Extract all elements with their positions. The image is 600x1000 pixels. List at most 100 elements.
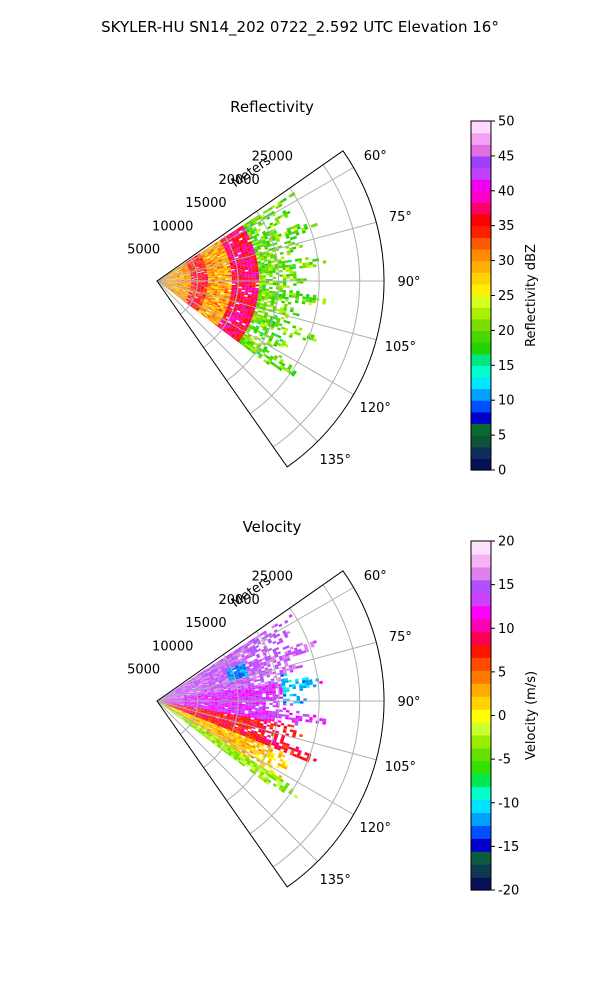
data-cell [230,296,234,299]
data-cell [203,271,208,273]
data-cell [187,274,191,276]
data-cell [194,282,198,284]
data-cell [212,263,216,265]
data-cell [249,221,254,225]
data-cell [220,294,224,297]
data-cell [270,301,275,304]
data-cell [226,252,231,256]
data-cell [233,251,238,255]
data-cell [259,277,263,280]
data-cell [289,292,293,296]
data-cell [166,274,170,277]
data-cell [209,255,213,258]
data-cell [190,296,194,299]
data-cell [228,695,232,698]
data-cell [248,274,253,277]
colorbar-segment [471,446,491,459]
data-cell [197,285,201,287]
data-cell [187,263,191,266]
data-cell [213,266,217,268]
data-cell [243,248,248,252]
data-cell [267,212,272,217]
data-cell [258,223,263,227]
data-cell [220,312,225,315]
data-cell [231,271,235,274]
data-cell [244,233,248,237]
data-cell [238,698,243,700]
data-cell [273,232,278,236]
data-cell [231,288,235,291]
data-cell [289,332,294,336]
data-cell [248,272,253,275]
data-cell [218,278,222,280]
data-cell [177,279,181,280]
data-cell [200,287,205,289]
data-cell [222,307,227,311]
data-cell [163,277,167,279]
colorbar-segment [471,353,491,366]
data-cell [214,288,218,290]
data-cell [282,310,287,314]
data-cell [299,265,303,269]
data-cell [224,303,229,306]
data-cell [191,294,196,297]
data-cell [266,255,271,258]
data-cell [236,325,241,329]
data-cell [253,228,258,232]
data-cell [195,265,199,267]
data-cell [195,267,200,270]
data-cell [202,266,207,268]
data-cell [308,302,313,306]
data-cell [247,297,251,300]
data-cell [265,695,270,698]
data-cell [214,276,219,278]
colorbar-segment [471,202,491,215]
data-cell [230,322,235,326]
data-cell [172,288,176,290]
data-cell [218,249,222,253]
data-cell [228,277,232,279]
data-cell [166,276,170,278]
data-cell [177,282,181,283]
data-cell [248,289,252,291]
data-cell [279,709,283,712]
data-cell [176,272,180,275]
data-cell [266,233,271,237]
data-cell [210,287,215,290]
data-cell [237,250,241,254]
data-cell [187,278,191,280]
data-cell [238,276,243,279]
data-cell [193,273,198,275]
data-cell [238,334,243,339]
data-cell [203,258,207,261]
data-cell [252,287,256,290]
data-cell [224,247,229,251]
data-cell [257,221,262,225]
data-cell [248,290,252,293]
data-cell [168,288,172,291]
data-cell [213,304,217,307]
data-cell [230,266,235,268]
colorbar-tick-label: 10 [498,394,515,409]
data-cell [279,274,283,277]
data-cell [238,696,243,699]
data-cell [204,252,209,256]
data-cell [194,297,198,299]
data-cell [252,697,256,700]
data-cell [281,362,286,367]
data-cell [228,258,233,261]
data-cell [242,237,247,241]
data-cell [259,324,264,329]
data-cell [234,245,239,248]
data-cell [322,718,327,722]
data-cell [253,259,258,263]
data-cell [309,264,313,268]
colorbar-tick-label: 20 [498,324,515,339]
data-cell [282,332,287,336]
data-cell [166,276,170,278]
data-cell [202,295,206,298]
data-cell [163,279,168,281]
data-cell [207,301,211,304]
data-cell [194,297,198,300]
data-cell [234,322,239,326]
